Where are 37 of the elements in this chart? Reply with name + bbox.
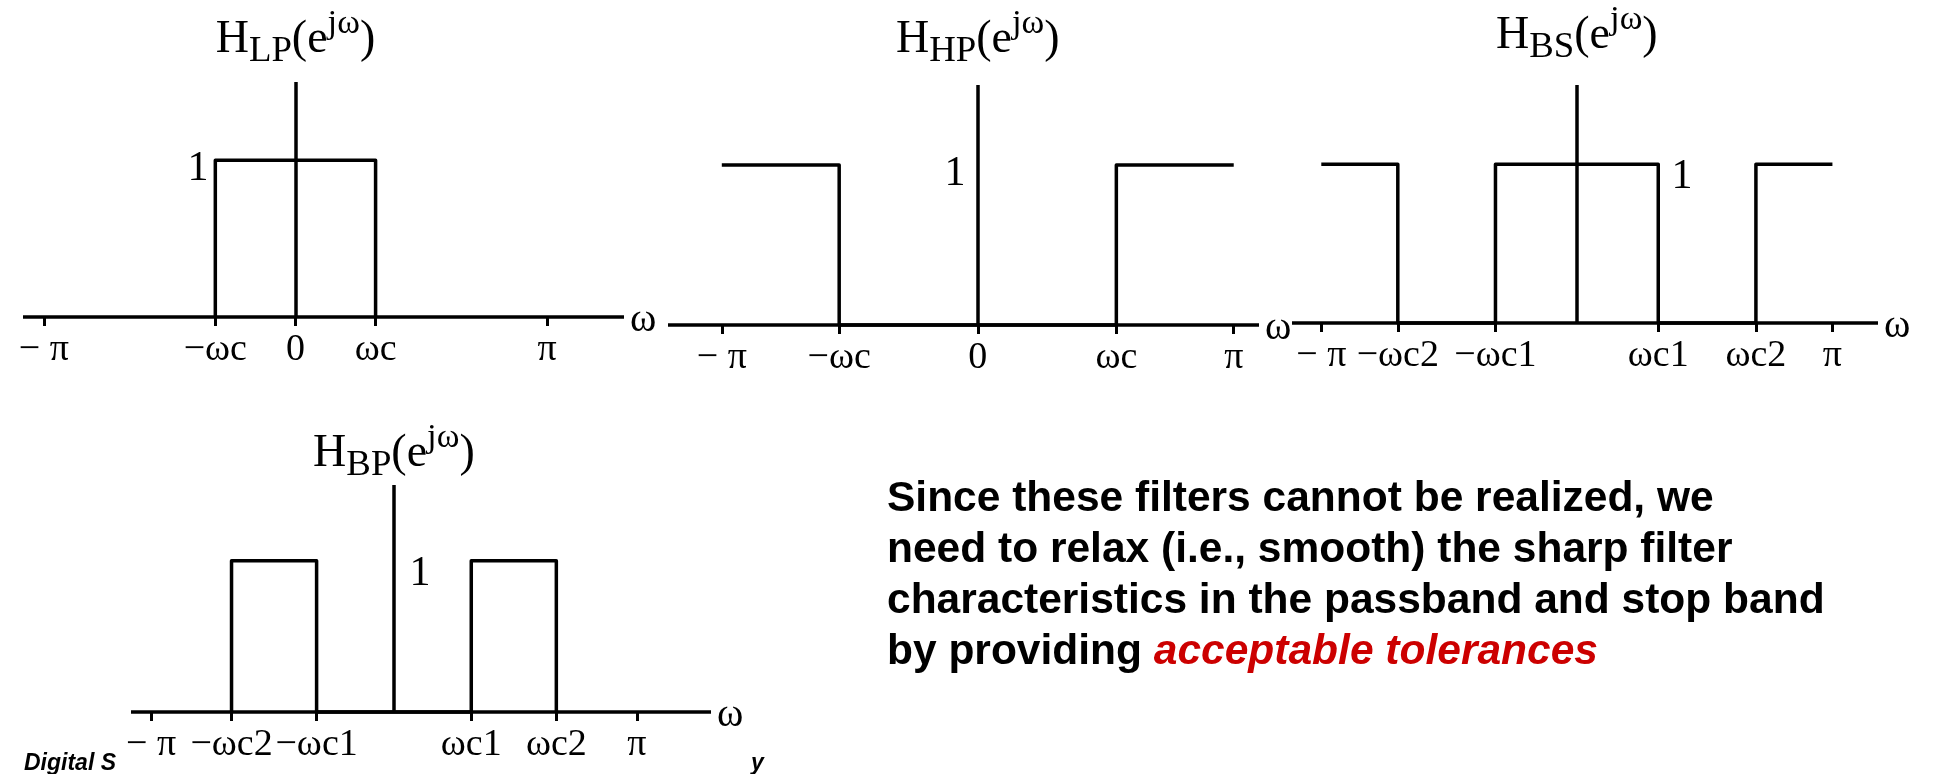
x-tick-label: − π xyxy=(696,334,747,376)
x-axis-title: ω xyxy=(630,294,657,340)
x-tick-label: ωc xyxy=(354,326,397,368)
annotation: 1 xyxy=(1671,151,1693,197)
x-tick-label: ωc2 xyxy=(525,721,587,763)
x-axis-title: ω xyxy=(1884,300,1911,346)
x-tick-label: 0 xyxy=(285,326,305,368)
text: y xyxy=(751,749,764,774)
x-tick-label: ωc1 xyxy=(1627,332,1689,374)
text: acceptable tolerances xyxy=(1153,626,1598,673)
chart-title: H$_{BS}$(e$^{jω}$) xyxy=(1496,0,1658,66)
x-tick-label: π xyxy=(627,721,647,763)
x-tick-label: ωc1 xyxy=(440,721,502,763)
x-tick-label: − π xyxy=(1296,332,1347,374)
x-tick-label: π xyxy=(1822,332,1843,374)
x-tick-label: −ωc2 xyxy=(1356,332,1439,374)
x-tick-label: −ωc xyxy=(183,326,247,368)
text: Digital S xyxy=(24,749,117,774)
x-tick-label: 0 xyxy=(968,334,988,376)
chart-title: H$_{BP}$(e$^{jω}$) xyxy=(313,416,475,484)
x-tick-label: −ωc2 xyxy=(190,721,273,763)
annotation: 1 xyxy=(409,548,431,594)
x-axis-title: ω xyxy=(1265,302,1292,348)
x-tick-label: − π xyxy=(126,721,177,763)
x-tick-label: −ωc xyxy=(807,334,871,376)
x-tick-label: ωc xyxy=(1095,334,1138,376)
x-axis-title: ω xyxy=(717,689,744,735)
x-tick-label: −ωc1 xyxy=(1454,332,1537,374)
annotation: 1 xyxy=(187,143,209,189)
x-tick-label: − π xyxy=(18,326,69,368)
chart-title: H$_{LP}$(e$^{jω}$) xyxy=(215,2,376,70)
x-tick-label: π xyxy=(537,326,557,368)
x-tick-label: −ωc1 xyxy=(275,721,358,763)
x-tick-label: π xyxy=(1224,334,1244,376)
chart-title: H$_{HP}$(e$^{jω}$) xyxy=(895,2,1060,70)
x-tick-label: ωc2 xyxy=(1725,332,1787,374)
annotation: 1 xyxy=(944,148,966,194)
